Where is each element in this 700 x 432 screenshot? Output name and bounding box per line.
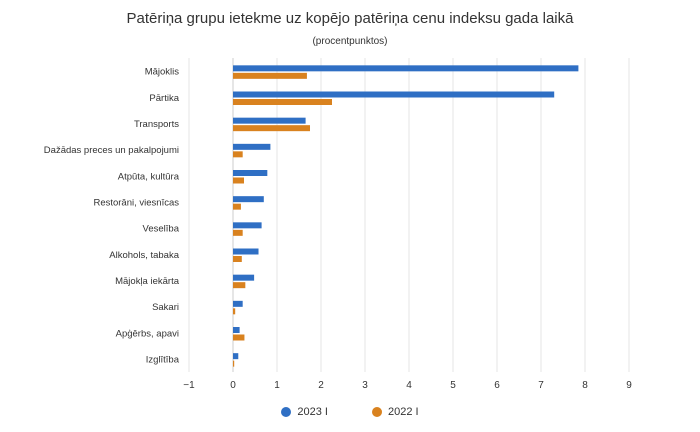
- bar-2022: [233, 256, 242, 262]
- category-label: Mājoklis: [145, 67, 180, 78]
- x-tick-label: 9: [626, 380, 632, 391]
- bar-2023: [233, 170, 268, 176]
- bar-2023: [233, 300, 243, 307]
- legend: 2023 I 2022 I: [0, 406, 700, 418]
- category-label: Dažādas preces un pakalpojumi: [44, 145, 179, 156]
- chart-subtitle: (procentpunktos): [312, 36, 388, 47]
- x-tick-label: 7: [538, 380, 544, 391]
- legend-label-2023: 2023 I: [297, 406, 328, 418]
- x-tick-label: −1: [183, 380, 195, 391]
- bar-2023: [233, 196, 264, 203]
- chart-title: Patēriņa grupu ietekme uz kopējo patēriņ…: [126, 10, 574, 27]
- bar-2023: [233, 222, 262, 229]
- bar-2022: [233, 99, 332, 105]
- category-label: Mājokļa iekārta: [115, 276, 180, 287]
- x-tick-label: 8: [582, 380, 588, 391]
- bar-2022: [233, 282, 246, 289]
- bar-2023: [233, 117, 306, 124]
- category-label: Sakari: [152, 302, 179, 313]
- bar-2023: [233, 327, 240, 333]
- x-tick-label: 4: [406, 380, 412, 391]
- x-tick-label: 1: [274, 380, 280, 391]
- bar-2022: [233, 308, 236, 315]
- legend-item-2022[interactable]: 2022 I: [372, 406, 419, 418]
- category-label: Apģērbs, apavi: [116, 328, 179, 339]
- bar-2023: [233, 248, 259, 255]
- legend-marker-2022: [372, 407, 382, 417]
- bar-2023: [233, 274, 255, 281]
- bar-2022: [233, 229, 243, 236]
- x-tick-label: 5: [450, 380, 456, 391]
- legend-item-2023[interactable]: 2023 I: [281, 406, 328, 418]
- bar-2022: [233, 125, 310, 132]
- legend-marker-2023: [281, 407, 292, 417]
- bar-2023: [233, 65, 579, 72]
- bar-2022: [233, 360, 235, 367]
- category-label: Restorāni, viesnīcas: [93, 197, 179, 208]
- bar-2022: [233, 151, 243, 158]
- category-label: Veselība: [143, 224, 180, 235]
- category-label: Pārtika: [149, 93, 179, 104]
- bar-2022: [233, 334, 245, 341]
- bar-2023: [233, 91, 555, 98]
- x-tick-label: 0: [230, 380, 236, 391]
- bar-2022: [233, 203, 241, 210]
- bar-2022: [233, 72, 307, 79]
- bar-2023: [233, 143, 271, 150]
- legend-label-2022: 2022 I: [388, 406, 419, 418]
- category-label: Transports: [134, 119, 179, 130]
- x-tick-label: 2: [318, 380, 324, 391]
- x-tick-label: 3: [362, 380, 368, 391]
- bar-2023: [233, 353, 239, 360]
- bar-2022: [233, 177, 244, 184]
- x-tick-label: 6: [494, 380, 500, 391]
- category-label: Alkohols, tabaka: [109, 250, 179, 261]
- category-label: Atpūta, kultūra: [118, 171, 180, 182]
- category-label: Izglītība: [146, 354, 180, 365]
